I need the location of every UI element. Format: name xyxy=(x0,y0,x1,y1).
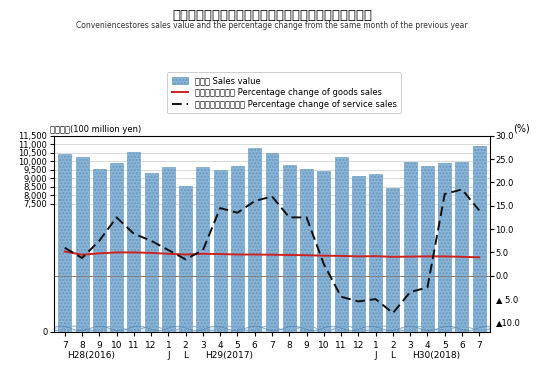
Bar xyxy=(127,152,140,332)
Bar xyxy=(162,167,175,332)
Text: L: L xyxy=(391,351,395,360)
Bar xyxy=(58,153,71,332)
Bar xyxy=(404,162,417,332)
Bar xyxy=(369,173,382,332)
Text: H28(2016): H28(2016) xyxy=(67,351,115,360)
Bar xyxy=(317,171,330,332)
Bar xyxy=(386,188,399,332)
Bar xyxy=(179,186,192,332)
Bar xyxy=(335,157,348,332)
Bar xyxy=(438,162,451,332)
Text: H30(2018): H30(2018) xyxy=(412,351,460,360)
Bar xyxy=(145,173,158,332)
Text: コンビニエンスストア販売額・前年同月比増減率の推移: コンビニエンスストア販売額・前年同月比増減率の推移 xyxy=(172,9,372,22)
Bar xyxy=(93,169,106,332)
Bar xyxy=(265,153,279,332)
Bar xyxy=(352,176,365,332)
Bar xyxy=(421,166,434,332)
Text: J: J xyxy=(374,351,377,360)
Bar xyxy=(110,163,123,332)
Text: ▲10.0: ▲10.0 xyxy=(496,318,521,327)
Bar xyxy=(248,148,261,332)
Bar xyxy=(214,170,227,332)
Text: J: J xyxy=(167,351,170,360)
Bar xyxy=(196,167,209,332)
Bar xyxy=(231,166,244,332)
Bar xyxy=(300,169,313,332)
Bar xyxy=(455,162,468,332)
Text: ▲ 5.0: ▲ 5.0 xyxy=(496,294,518,303)
Bar xyxy=(283,165,296,332)
Bar xyxy=(76,156,89,332)
Text: H29(2017): H29(2017) xyxy=(205,351,253,360)
Bar xyxy=(473,146,486,332)
Text: Conveniencestores sales value and the percentage change from the same month of t: Conveniencestores sales value and the pe… xyxy=(76,21,468,30)
Text: (%): (%) xyxy=(514,124,530,134)
Text: （億円）(100 million yen): （億円）(100 million yen) xyxy=(50,125,141,134)
Text: L: L xyxy=(183,351,188,360)
Legend: 販売額 Sales value, 商品販売額増減率 Percentage change of goods sales, サービス売上高増減率 Percentag: 販売額 Sales value, 商品販売額増減率 Percentage cha… xyxy=(168,72,401,113)
